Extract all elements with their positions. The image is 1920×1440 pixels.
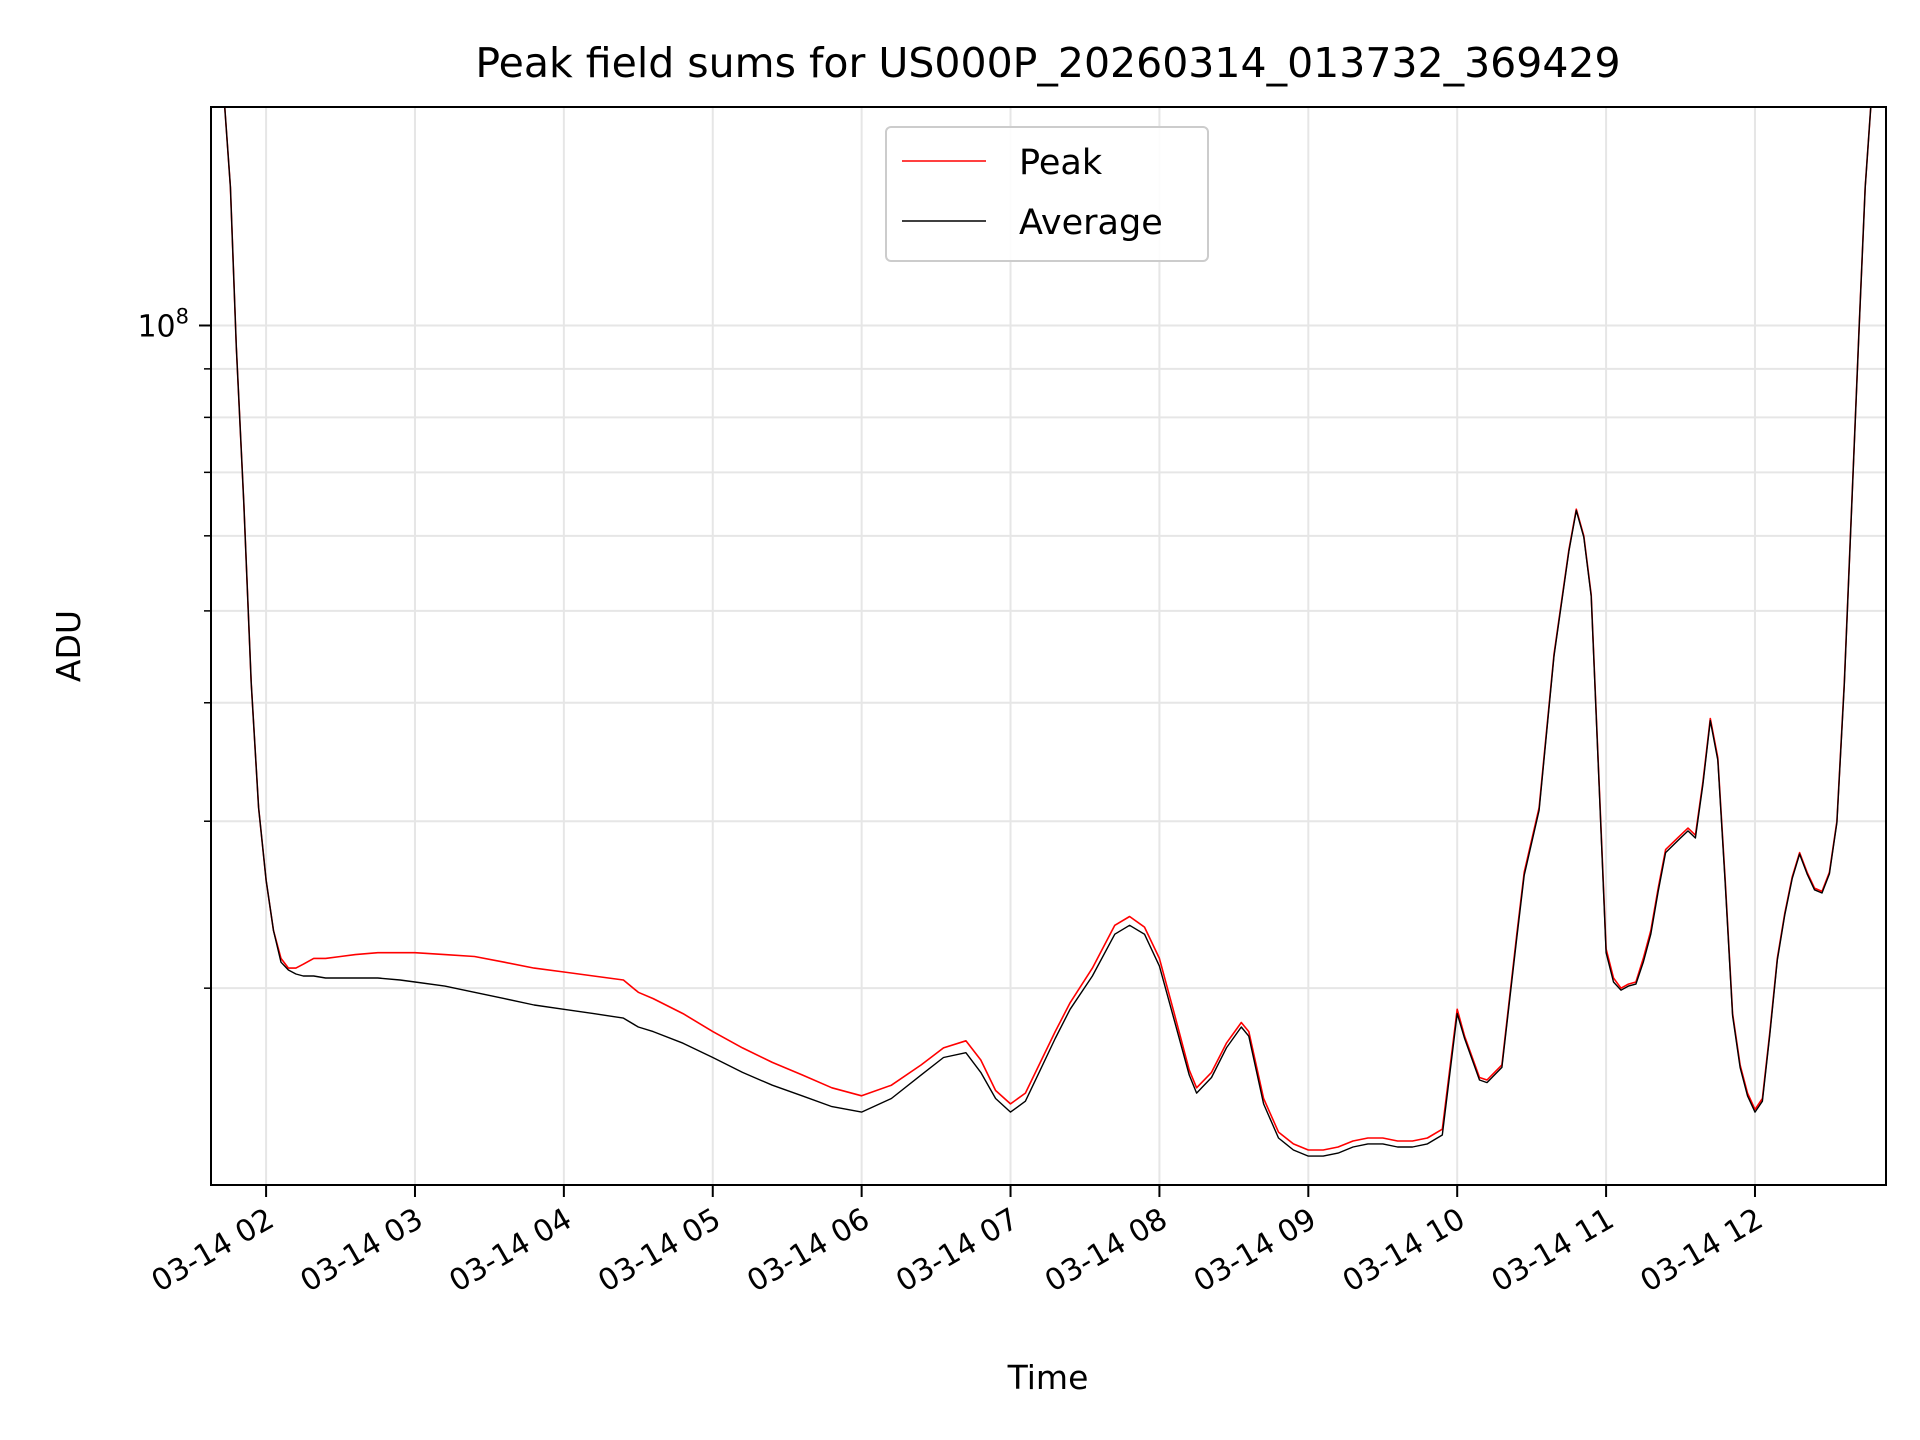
legend-average-label: Average [1019,203,1163,243]
plot-area-frame [210,106,1887,1186]
grid-lines [211,107,1886,1185]
y-tick-label-0: 108 [137,304,189,344]
series-line-average [224,107,1872,1157]
legend-peak-label: Peak [1019,143,1103,183]
y-axis-label: ADU [49,610,88,682]
y-axis: 108 [137,304,211,989]
legend: Peak Average [885,126,1209,262]
chart-title: Peak field sums for US000P_20260314_0137… [475,39,1620,87]
x-axis-label: Time [1007,1358,1089,1397]
series-layer [223,107,1872,1157]
